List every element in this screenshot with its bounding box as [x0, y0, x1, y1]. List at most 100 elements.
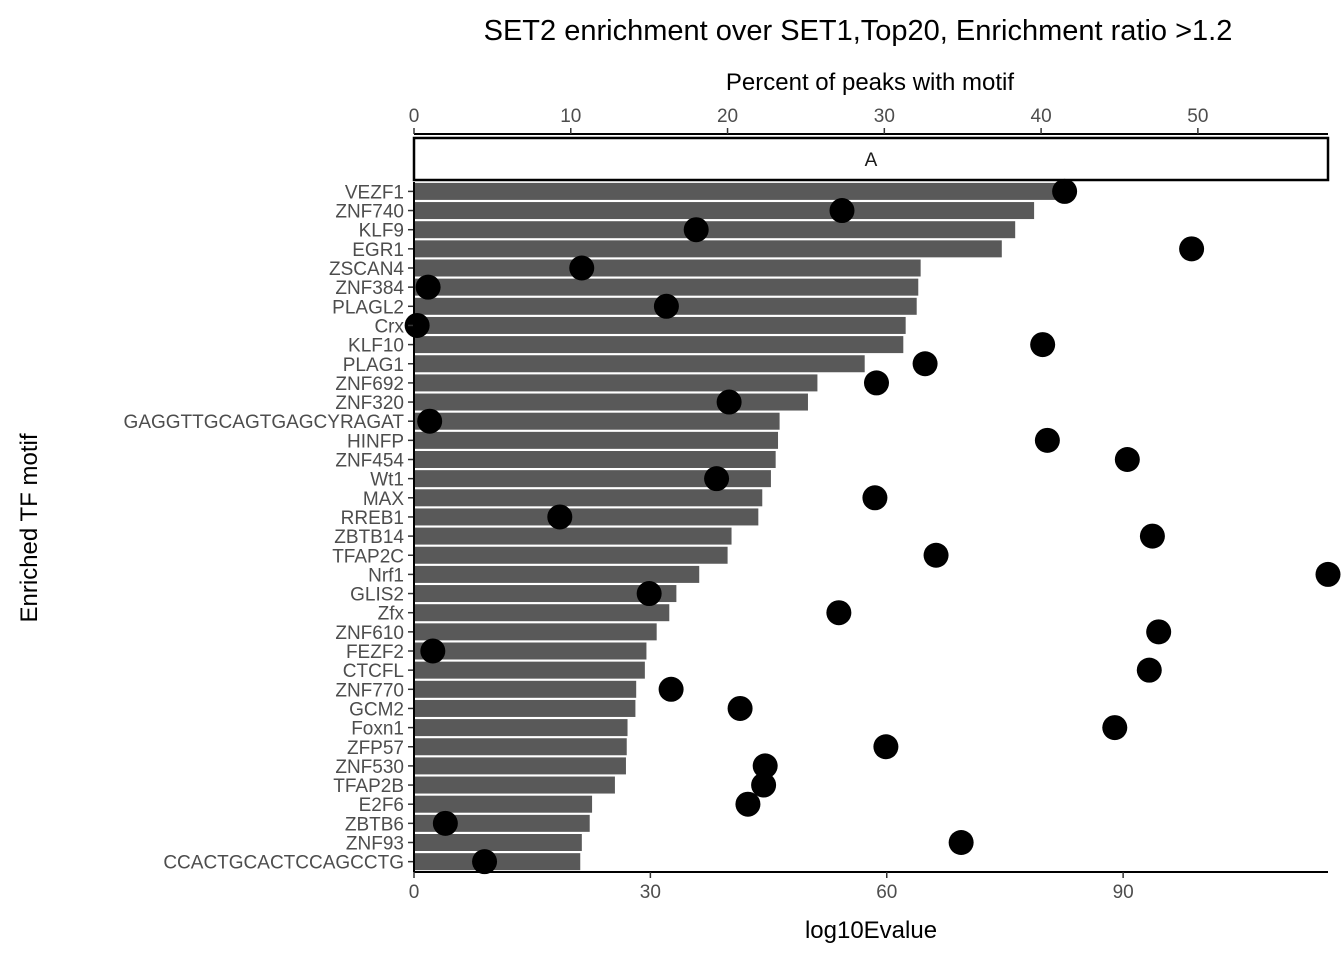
- y-tick-label-ZNF530: ZNF530: [335, 757, 404, 778]
- point-HINFP: [1034, 427, 1060, 453]
- y-axis: VEZF1ZNF740KLF9EGR1ZSCAN4ZNF384PLAGL2Crx…: [124, 182, 415, 874]
- secondary-x-tick-label-20: 20: [717, 106, 738, 127]
- y-tick-label-ZNF320: ZNF320: [335, 393, 404, 414]
- point-FEZF2: [420, 638, 446, 664]
- y-tick-label-ZNF454: ZNF454: [335, 451, 404, 472]
- bar-GAGGTTGCAGTGAGCYRAGAT: [414, 412, 780, 430]
- point-PLAG1: [912, 351, 938, 377]
- bar-ZNF454: [414, 451, 776, 468]
- bar-Zfx: [414, 604, 670, 622]
- y-tick-label-ZNF770: ZNF770: [335, 680, 404, 701]
- facet-strip-label: A: [865, 150, 878, 171]
- facet-strip-box: [412, 136, 1330, 182]
- point-ZBTB14: [1139, 523, 1165, 549]
- y-tick-label-TFAP2B: TFAP2B: [333, 776, 404, 797]
- y-tick-label-MAX: MAX: [363, 489, 405, 510]
- secondary-x-tick-label-50: 50: [1187, 106, 1208, 127]
- y-tick-label-GLIS2: GLIS2: [350, 585, 404, 606]
- x-tick-label-30: 30: [640, 882, 661, 903]
- y-tick-label-Crx: Crx: [374, 316, 404, 337]
- x-tick-label-90: 90: [1113, 882, 1134, 903]
- point-ZNF530: [752, 753, 778, 779]
- point-GAGGTTGCAGTGAGCYRAGAT: [417, 408, 443, 434]
- point-KLF10: [1030, 332, 1056, 358]
- y-tick-label-ZNF692: ZNF692: [335, 374, 404, 395]
- bar-ZNF740: [414, 202, 1035, 220]
- bar-Crx: [414, 316, 906, 334]
- bar-KLF10: [414, 336, 904, 354]
- secondary-x-tick-label-30: 30: [874, 106, 895, 127]
- y-tick-label-ZBTB14: ZBTB14: [334, 527, 404, 548]
- point-KLF9: [683, 217, 709, 243]
- bar-ZNF93: [414, 834, 582, 851]
- y-tick-label-RREB1: RREB1: [341, 508, 404, 529]
- y-tick-label-ZNF93: ZNF93: [346, 834, 404, 855]
- bar-series: [414, 182, 1061, 871]
- point-ZSCAN4: [569, 255, 595, 281]
- bar-EGR1: [414, 240, 1002, 258]
- point-ZFP57: [873, 734, 899, 760]
- bar-RREB1: [414, 508, 759, 526]
- point-series: [404, 178, 1341, 875]
- y-tick-label-GCM2: GCM2: [349, 699, 404, 720]
- y-tick-label-TFAP2C: TFAP2C: [332, 546, 404, 567]
- bar-E2F6: [414, 795, 593, 813]
- y-tick-label-ZNF740: ZNF740: [335, 202, 404, 223]
- x-tick-label-60: 60: [876, 882, 897, 903]
- y-tick-label-Foxn1: Foxn1: [351, 719, 404, 740]
- bar-MAX: [414, 489, 763, 507]
- bar-ZNF384: [414, 278, 919, 296]
- bar-VEZF1: [414, 182, 1061, 200]
- y-tick-label-Zfx: Zfx: [378, 604, 405, 625]
- y-tick-label-KLF10: KLF10: [348, 336, 404, 357]
- secondary-x-axis-title: Percent of peaks with motif: [726, 69, 1014, 96]
- point-Zfx: [826, 600, 852, 626]
- bar-ZNF610: [414, 623, 657, 641]
- point-CCACTGCACTCCAGCCTG: [472, 849, 498, 875]
- y-tick-label-E2F6: E2F6: [359, 795, 404, 816]
- secondary-x-tick-label-10: 10: [560, 106, 581, 127]
- y-tick-label-ZNF384: ZNF384: [335, 278, 404, 299]
- bar-TFAP2B: [414, 776, 615, 794]
- point-TFAP2C: [923, 542, 949, 568]
- y-tick-label-ZFP57: ZFP57: [347, 738, 404, 759]
- point-ZNF692: [863, 370, 889, 396]
- point-VEZF1: [1052, 178, 1078, 204]
- bar-GCM2: [414, 699, 636, 717]
- y-tick-label-VEZF1: VEZF1: [345, 182, 404, 203]
- y-axis-title: Enriched TF motif: [16, 433, 43, 622]
- facet-strip: A: [412, 136, 1330, 182]
- bar-HINFP: [414, 431, 779, 449]
- bar-ZNF530: [414, 757, 626, 775]
- point-GLIS2: [636, 581, 662, 607]
- y-tick-label-EGR1: EGR1: [352, 240, 404, 261]
- bar-FEZF2: [414, 642, 647, 660]
- bar-ZBTB14: [414, 527, 732, 545]
- y-tick-label-ZBTB6: ZBTB6: [345, 814, 404, 835]
- point-CTCFL: [1136, 657, 1162, 683]
- y-tick-label-PLAGL2: PLAGL2: [332, 297, 404, 318]
- bar-ZNF320: [414, 393, 808, 411]
- point-ZNF320: [716, 389, 742, 415]
- secondary-x-tick-label-40: 40: [1031, 106, 1052, 127]
- point-ZNF770: [658, 676, 684, 702]
- point-E2F6: [735, 791, 761, 817]
- point-TFAP2B: [751, 772, 777, 798]
- bar-Wt1: [414, 470, 771, 488]
- point-GCM2: [727, 695, 753, 721]
- point-ZBTB6: [432, 810, 458, 836]
- bar-PLAG1: [414, 355, 865, 373]
- bar-ZFP57: [414, 738, 627, 756]
- y-tick-label-ZSCAN4: ZSCAN4: [329, 259, 404, 280]
- point-Nrf1: [1315, 561, 1341, 587]
- y-tick-label-FEZF2: FEZF2: [346, 642, 404, 663]
- point-ZNF610: [1146, 619, 1172, 645]
- point-ZNF384: [415, 274, 441, 300]
- y-tick-label-CTCFL: CTCFL: [343, 661, 404, 682]
- bar-ZNF770: [414, 680, 637, 698]
- x-tick-label-0: 0: [409, 882, 420, 903]
- y-tick-label-CCACTGCACTCCAGCCTG: CCACTGCACTCCAGCCTG: [163, 853, 404, 874]
- y-tick-label-Nrf1: Nrf1: [368, 565, 404, 586]
- point-Wt1: [704, 466, 730, 492]
